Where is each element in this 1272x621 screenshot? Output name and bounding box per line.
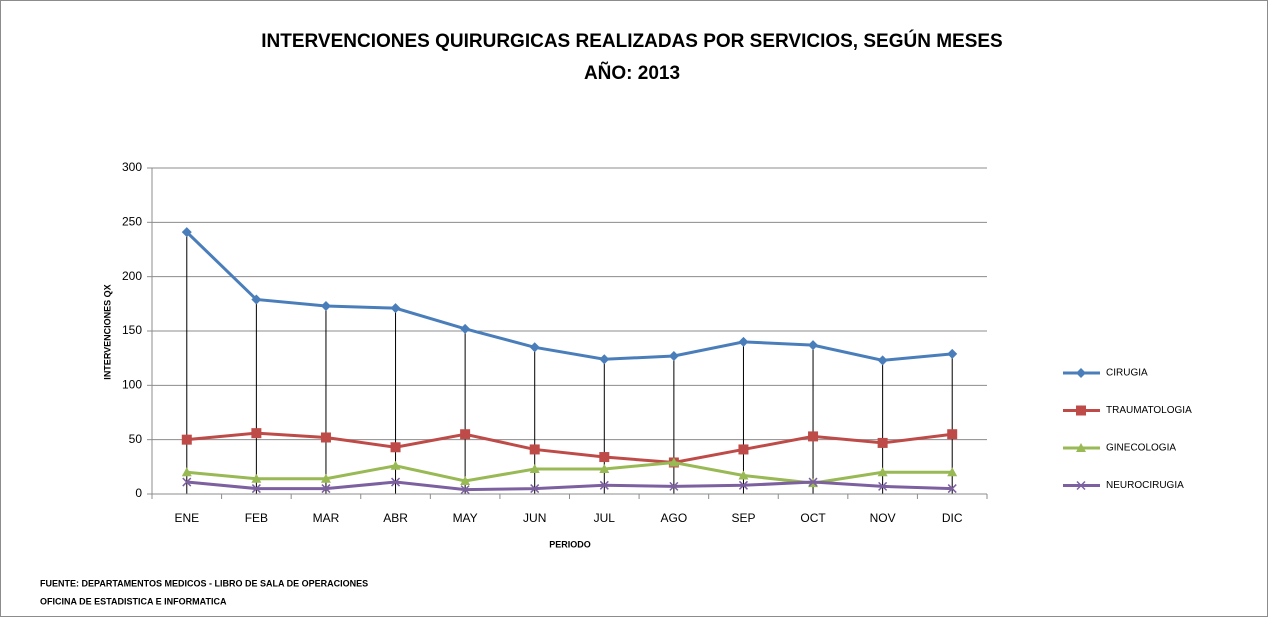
x-tick-label: OCT bbox=[800, 511, 826, 525]
marker bbox=[1076, 405, 1086, 416]
y-tick-label: 50 bbox=[129, 432, 143, 446]
marker bbox=[877, 355, 888, 366]
marker bbox=[251, 473, 262, 483]
marker bbox=[321, 484, 331, 494]
x-tick-label: JUL bbox=[594, 511, 616, 525]
marker bbox=[320, 432, 331, 443]
legend-label: NEUROCIRUGIA bbox=[1106, 480, 1184, 491]
x-tick-label: DIC bbox=[942, 511, 963, 525]
marker bbox=[181, 227, 192, 238]
marker bbox=[320, 301, 331, 312]
marker bbox=[320, 473, 331, 483]
marker bbox=[460, 323, 471, 334]
marker bbox=[460, 429, 471, 440]
x-tick-label: SEP bbox=[731, 511, 755, 525]
marker bbox=[460, 475, 471, 485]
y-tick-label: 100 bbox=[122, 378, 142, 392]
marker bbox=[530, 484, 540, 494]
marker bbox=[599, 354, 610, 365]
marker bbox=[808, 431, 819, 442]
chart-title: INTERVENCIONES QUIRURGICAS REALIZADAS PO… bbox=[261, 30, 1002, 52]
marker bbox=[1076, 480, 1086, 491]
marker bbox=[1076, 443, 1086, 452]
marker bbox=[251, 484, 261, 494]
legend-label: CIRUGIA bbox=[1106, 368, 1148, 379]
x-axis-label: PERIODO bbox=[549, 539, 591, 549]
marker bbox=[599, 452, 610, 463]
marker bbox=[808, 340, 819, 351]
x-tick-label: ABR bbox=[383, 511, 408, 525]
marker bbox=[808, 477, 818, 487]
marker bbox=[738, 444, 749, 455]
marker bbox=[390, 303, 401, 314]
marker bbox=[599, 480, 609, 490]
marker bbox=[390, 442, 401, 453]
y-tick-label: 250 bbox=[122, 215, 142, 229]
x-tick-label: AGO bbox=[661, 511, 688, 525]
marker bbox=[877, 437, 888, 448]
marker bbox=[877, 467, 888, 477]
marker bbox=[181, 434, 192, 445]
y-tick-label: 150 bbox=[122, 323, 142, 337]
marker bbox=[391, 477, 401, 487]
marker bbox=[1076, 368, 1086, 378]
marker bbox=[182, 477, 192, 487]
x-tick-label: MAY bbox=[453, 511, 478, 525]
marker bbox=[181, 467, 192, 477]
x-tick-label: ENE bbox=[174, 511, 199, 525]
marker bbox=[947, 484, 957, 494]
marker bbox=[390, 460, 401, 470]
marker bbox=[947, 348, 958, 359]
marker bbox=[668, 457, 679, 467]
marker bbox=[599, 464, 610, 474]
marker bbox=[669, 481, 679, 491]
marker bbox=[529, 464, 540, 474]
x-tick-label: MAR bbox=[313, 511, 340, 525]
marker bbox=[668, 350, 679, 361]
marker bbox=[460, 485, 470, 495]
legend-label: TRAUMATOLOGIA bbox=[1106, 405, 1192, 416]
marker bbox=[878, 481, 888, 491]
series-line bbox=[186, 480, 953, 492]
marker bbox=[251, 294, 262, 305]
series-line bbox=[185, 231, 953, 362]
x-tick-label: FEB bbox=[245, 511, 268, 525]
x-tick-label: NOV bbox=[870, 511, 896, 525]
marker bbox=[529, 342, 540, 353]
marker bbox=[947, 429, 958, 440]
marker bbox=[738, 336, 749, 347]
x-tick-label: JUN bbox=[523, 511, 546, 525]
chart-subtitle: AÑO: 2013 bbox=[584, 62, 680, 84]
legend-label: GINECOLOGIA bbox=[1106, 443, 1176, 454]
source-note: FUENTE: DEPARTAMENTOS MEDICOS - LIBRO DE… bbox=[40, 578, 368, 588]
y-tick-label: 200 bbox=[122, 269, 142, 283]
y-tick-label: 0 bbox=[135, 486, 142, 500]
y-tick-label: 300 bbox=[122, 160, 142, 174]
source-note: OFICINA DE ESTADISTICA E INFORMATICA bbox=[40, 596, 227, 606]
marker bbox=[738, 480, 748, 490]
y-axis-label: INTERVENCIONES QX bbox=[102, 284, 112, 379]
series-line bbox=[186, 431, 953, 464]
marker bbox=[529, 444, 540, 455]
marker bbox=[738, 470, 749, 480]
marker bbox=[251, 428, 262, 439]
marker bbox=[947, 467, 958, 477]
